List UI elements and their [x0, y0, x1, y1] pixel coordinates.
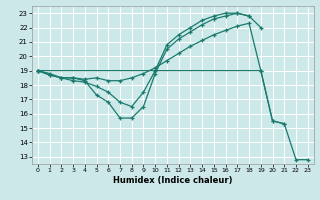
X-axis label: Humidex (Indice chaleur): Humidex (Indice chaleur) [113, 176, 233, 185]
